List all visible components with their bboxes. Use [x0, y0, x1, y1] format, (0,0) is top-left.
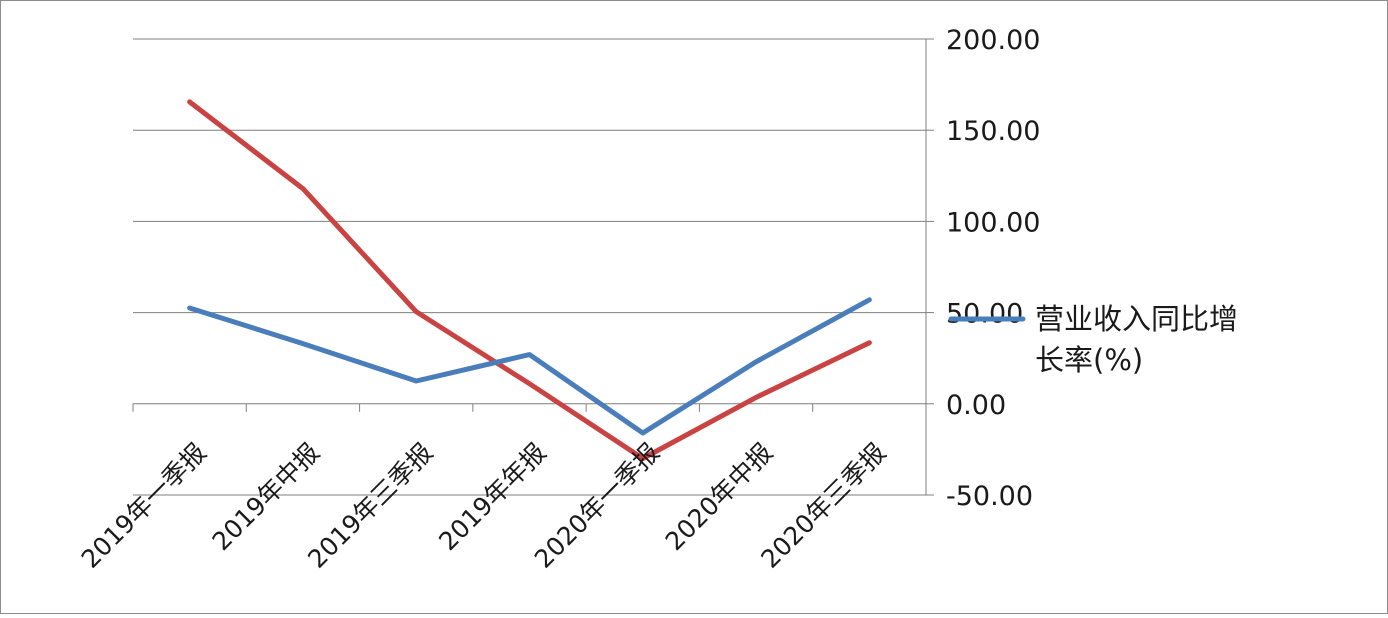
series-lines	[190, 102, 870, 459]
y-tick-label: 50.00	[946, 299, 1023, 330]
y-tick-label: 100.00	[946, 207, 1040, 238]
y-tick-label: 200.00	[946, 25, 1040, 56]
y-tick-label: 0.00	[946, 390, 1006, 421]
x-tick-label: 2019年一季报	[76, 438, 212, 574]
series-line-1	[190, 300, 870, 433]
tick-labels: 200.00 150.00 100.00 50.00 0.00 -50.00 2019年一季…	[76, 25, 1041, 574]
y-tick-label: -50.00	[946, 481, 1033, 512]
gridlines	[133, 39, 926, 495]
axes	[133, 39, 934, 495]
legend-label: 长率(%)	[1035, 343, 1143, 377]
series-line-2	[190, 102, 870, 459]
x-tick-label: 2019年年报	[433, 438, 552, 557]
x-tick-label: 2019年中报	[207, 438, 326, 557]
y-tick-label: 150.00	[946, 116, 1040, 147]
legend-label: 营业收入同比增	[1035, 302, 1238, 336]
x-tick-label: 2020年中报	[660, 438, 779, 557]
